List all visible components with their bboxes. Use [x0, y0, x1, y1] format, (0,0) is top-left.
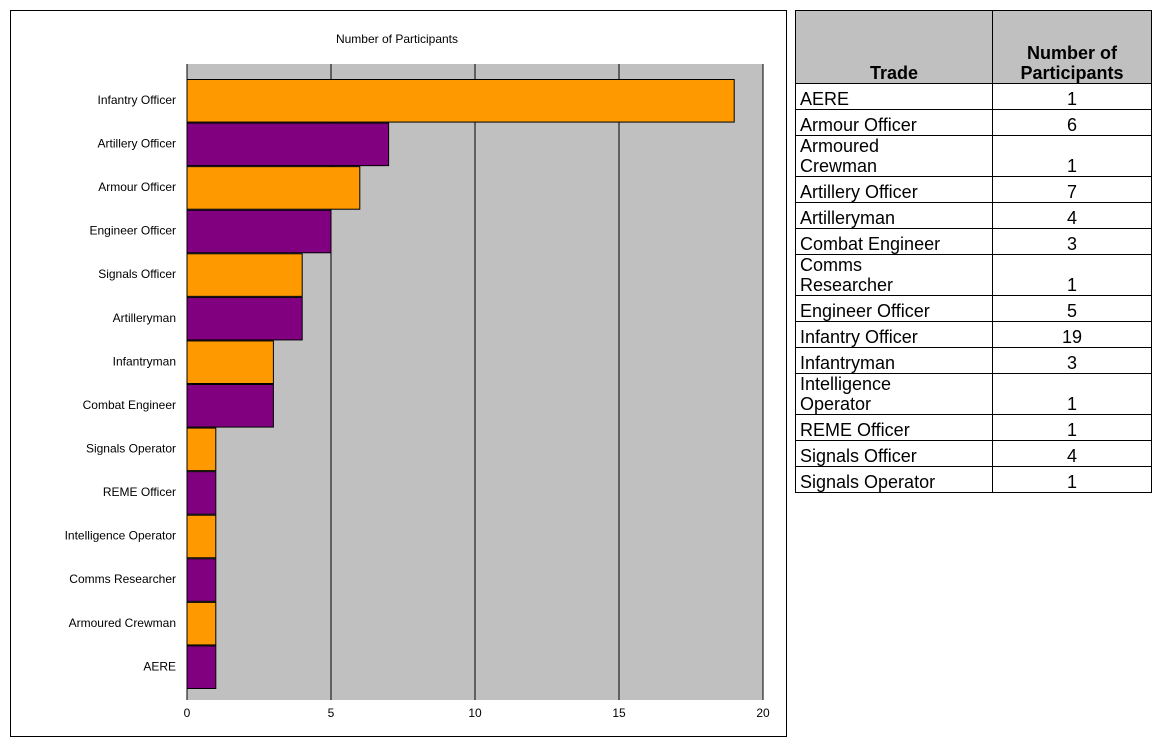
y-tick-label: Armour Officer [98, 180, 176, 194]
table: Trade Number of Participants AERE 1 Armour … [795, 10, 1152, 493]
bar [186, 79, 735, 123]
chart: Number of Participants 0 5 10 15 20 Infantry … [10, 10, 787, 737]
count-cell: 1 [992, 466, 1152, 493]
bar [186, 645, 217, 690]
trade-cell: REME Officer [795, 414, 993, 441]
count-cell: 4 [992, 202, 1152, 229]
header-cell: Trade [795, 10, 993, 84]
table-row: Artilleryman 4 [795, 202, 1152, 229]
bar [186, 471, 217, 515]
bar [186, 209, 332, 254]
y-tick-label: Intelligence Operator [65, 529, 176, 543]
trade-cell: Armoured Crewman [795, 135, 993, 177]
table-body: AERE 1 Armour Officer 6 Armoured Crewman 1 Art… [795, 83, 1152, 493]
count-cell: 7 [992, 176, 1152, 203]
y-tick-label: Armoured Crewman [69, 616, 176, 630]
trade-cell: Artilleryman [795, 202, 993, 229]
x-tick-label: 10 [468, 706, 482, 720]
count-cell: 5 [992, 295, 1152, 322]
trade-cell: Artillery Officer [795, 176, 993, 203]
bar [186, 514, 217, 559]
table-row: Armoured Crewman 1 [795, 135, 1152, 177]
trade-cell: Engineer Officer [795, 295, 993, 322]
table-row: Infantry Officer 19 [795, 321, 1152, 348]
bar [186, 340, 274, 384]
y-tick-label: AERE [143, 659, 176, 673]
bar [186, 122, 390, 167]
bar [186, 253, 303, 297]
table-row: REME Officer 1 [795, 414, 1152, 441]
y-tick-label: Infantry Officer [98, 93, 176, 107]
y-tick-label: Signals Officer [98, 267, 176, 281]
table-row: Artillery Officer 7 [795, 176, 1152, 203]
count-cell: 1 [992, 254, 1152, 296]
bar [186, 558, 217, 602]
table-row: Combat Engineer 3 [795, 228, 1152, 255]
count-cell: 3 [992, 347, 1152, 374]
trade-cell: Comms Researcher [795, 254, 993, 296]
y-tick-label: REME Officer [103, 485, 176, 499]
y-tick-label: Signals Operator [86, 442, 176, 456]
trade-cell: AERE [795, 83, 993, 110]
bar [186, 601, 217, 646]
table-row: Infantryman 3 [795, 347, 1152, 374]
y-tick-label: Engineer Officer [90, 224, 177, 238]
y-tick-label: Artilleryman [113, 311, 176, 325]
count-cell: 6 [992, 109, 1152, 136]
count-cell: 4 [992, 440, 1152, 467]
table-row: Signals Officer 4 [795, 440, 1152, 467]
header-cell: Number of Participants [992, 10, 1152, 84]
table-row: AERE 1 [795, 83, 1152, 110]
x-tick-label: 0 [184, 706, 191, 720]
trade-cell: Infantry Officer [795, 321, 993, 348]
bar [186, 296, 303, 341]
chart-title: Number of Participants [336, 32, 458, 46]
x-tick-label: 20 [756, 706, 770, 720]
table-row: Engineer Officer 5 [795, 295, 1152, 322]
y-tick-label: Infantryman [113, 354, 176, 368]
count-cell: 3 [992, 228, 1152, 255]
count-cell: 1 [992, 135, 1152, 177]
bar [186, 427, 217, 472]
x-tick-label: 15 [612, 706, 626, 720]
y-tick-label: Combat Engineer [83, 398, 176, 412]
y-tick-label: Comms Researcher [69, 572, 176, 586]
table-row: Intelligence Operator 1 [795, 373, 1152, 415]
bar [186, 166, 361, 210]
count-cell: 1 [992, 83, 1152, 110]
y-tick-label: Artillery Officer [98, 137, 176, 151]
table-row: Comms Researcher 1 [795, 254, 1152, 296]
x-tick-label: 5 [328, 706, 335, 720]
trade-cell: Signals Officer [795, 440, 993, 467]
table-row: Signals Operator 1 [795, 466, 1152, 493]
count-cell: 1 [992, 373, 1152, 415]
trade-cell: Armour Officer [795, 109, 993, 136]
trade-cell: Infantryman [795, 347, 993, 374]
count-cell: 19 [992, 321, 1152, 348]
count-cell: 1 [992, 414, 1152, 441]
trade-cell: Intelligence Operator [795, 373, 993, 415]
trade-cell: Combat Engineer [795, 228, 993, 255]
trade-cell: Signals Operator [795, 466, 993, 493]
bar [186, 384, 274, 428]
table-row: Armour Officer 6 [795, 109, 1152, 136]
header-row: Trade Number of Participants [795, 10, 1152, 84]
